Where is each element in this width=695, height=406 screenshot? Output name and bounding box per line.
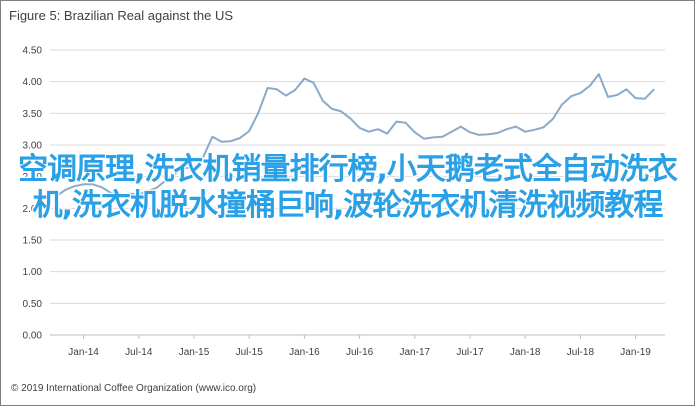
data-point [506,128,508,130]
data-point [441,136,443,138]
data-point [570,95,572,97]
data-point [515,126,517,128]
y-tick-label: 3.50 [23,109,43,120]
data-point [598,73,600,75]
data-point [221,141,223,143]
data-point [55,195,57,197]
data-point [294,89,296,91]
data-point [303,77,305,80]
data-point [561,103,563,106]
data-point [239,137,241,139]
data-point [340,110,342,112]
data-point [165,179,167,181]
data-point [175,172,177,175]
data-point [487,133,489,135]
data-point [119,193,121,195]
data-point [73,185,75,187]
copyright-footer: © 2019 International Coffee Organization… [11,383,257,394]
data-point [533,129,536,131]
data-point [579,92,582,94]
x-tick-label: Jan-14 [68,347,99,358]
watermark-overlay-text: 空调原理,洗衣机销量排行榜,小天鹅老式全自动洗衣机,洗衣机脱水撞桶巨响,波轮洗衣… [18,152,678,223]
data-point [607,96,609,98]
data-point [589,85,591,87]
data-point [285,95,287,97]
data-point [110,192,112,194]
data-point [230,140,232,142]
data-point [478,134,480,136]
data-point [405,122,407,124]
x-tick-label: Jul-17 [456,347,484,358]
data-point [184,167,186,169]
data-point [625,88,628,90]
data-point [395,121,397,123]
x-tick-labels: Jan-14 Jul-14 Jan-15 Jul-15 Jan-16 Jul-16 Jan-… [68,347,651,358]
data-point [129,193,131,195]
data-point [331,108,333,110]
data-point [101,186,103,188]
y-tick-label: 4.50 [23,46,43,57]
data-point [552,118,554,120]
data-point [359,127,361,129]
y-tick-label: 4.00 [23,77,43,88]
y-tick-labels: 0.00 0.50 1.00 1.50 2.00 2.50 3.00 3.50 4.00 4.50 [23,46,43,342]
x-tick-label: Jul-16 [346,347,374,358]
data-point [423,138,425,140]
x-tick-label: Jan-15 [179,347,210,358]
y-tick-label: 2.00 [23,204,43,215]
data-point [386,133,388,135]
data-point [460,126,462,128]
data-point [497,132,499,134]
y-tick-label: 0.50 [23,299,43,310]
y-tick-label: 1.00 [23,267,43,278]
data-point [193,167,195,169]
data-point [156,186,158,188]
x-tick-label: Jan-16 [289,347,320,358]
data-point [377,128,379,130]
data-point [248,130,250,132]
data-point [276,88,278,90]
x-tick-label: Jan-18 [510,347,541,358]
data-point [211,136,213,138]
x-tick-label: Jan-19 [620,347,651,358]
data-point [432,136,434,138]
data-point [202,156,204,158]
x-tick-label: Jul-14 [125,347,153,358]
data-point [322,100,324,102]
data-point [368,131,370,133]
data-point [644,98,646,100]
axes [50,334,665,339]
data-point [616,94,618,96]
x-tick-label: Jul-18 [567,347,595,358]
data-point [635,97,637,99]
data-point [138,193,140,195]
y-tick-label: 0.00 [23,331,43,342]
series [55,73,655,198]
data-point [414,131,416,133]
data-point [469,131,471,133]
chart-title: Figure 5: Brazilian Real against the US [9,8,234,23]
y-tick-label: 1.50 [23,236,43,247]
y-tick-label: 2.50 [23,172,43,183]
y-tick-label: 3.00 [23,141,43,152]
data-point [349,117,351,119]
data-point [257,112,259,114]
data-point [64,189,66,191]
x-tick-label: Jul-15 [236,347,264,358]
x-tick-label: Jan-17 [400,347,431,358]
data-point [267,87,269,89]
gridlines [50,49,665,304]
data-point [524,131,526,133]
data-point [313,82,315,84]
data-point [451,131,453,133]
series-line [55,73,655,198]
data-point [543,126,545,128]
data-point [147,190,149,192]
data-point [92,183,94,185]
data-point [653,88,655,90]
data-point [83,183,85,185]
